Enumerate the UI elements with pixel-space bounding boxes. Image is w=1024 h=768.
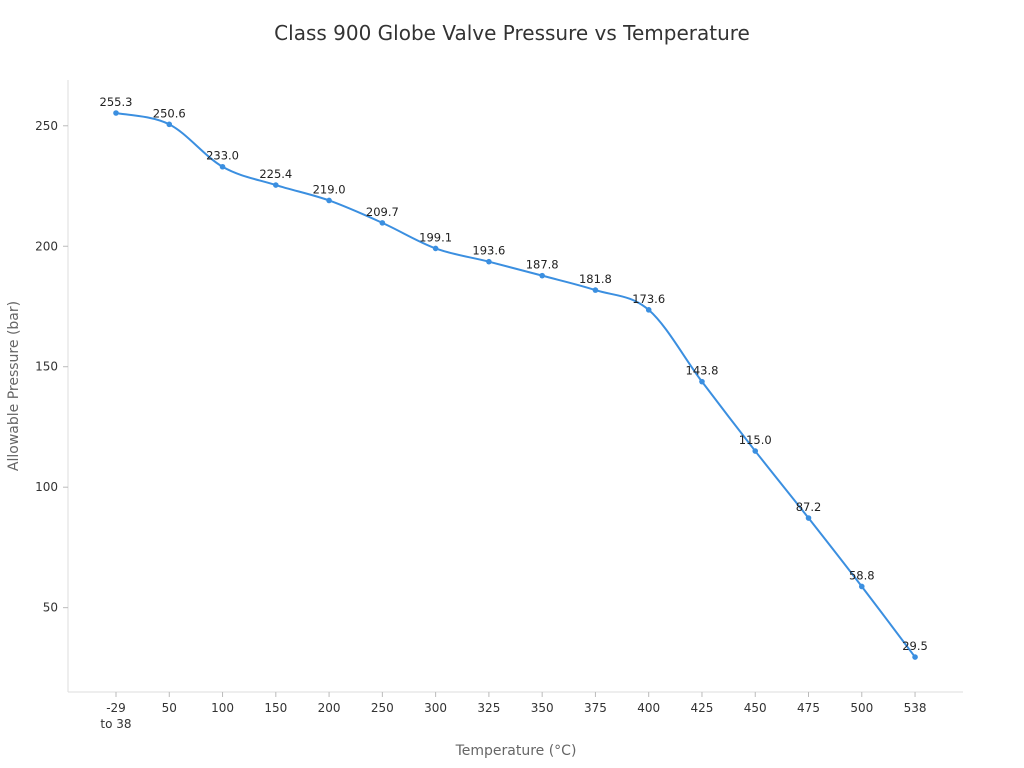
data-label: 219.0 bbox=[313, 182, 346, 196]
data-point bbox=[273, 182, 279, 188]
x-tick-label: 425 bbox=[691, 701, 714, 715]
data-point bbox=[113, 110, 119, 116]
data-label: 250.6 bbox=[153, 106, 186, 120]
data-point bbox=[539, 272, 545, 279]
data-point bbox=[805, 515, 812, 521]
data-label: 29.5 bbox=[902, 639, 928, 653]
data-point bbox=[379, 220, 386, 226]
data-label: 225.4 bbox=[259, 167, 292, 181]
x-tick-label: 538 bbox=[904, 701, 927, 715]
data-label: 143.8 bbox=[686, 364, 719, 378]
data-label: 181.8 bbox=[579, 272, 612, 286]
x-tick-label: 250 bbox=[371, 701, 394, 715]
data-label: 187.8 bbox=[526, 258, 559, 272]
x-tick-label: 200 bbox=[318, 701, 341, 715]
chart-title: Class 900 Globe Valve Pressure vs Temper… bbox=[274, 21, 750, 45]
y-tick-label: 50 bbox=[43, 601, 58, 615]
x-tick-label: 300 bbox=[424, 701, 447, 715]
y-tick-label: 200 bbox=[35, 239, 58, 253]
data-point bbox=[858, 583, 865, 590]
data-label: 193.6 bbox=[472, 244, 505, 258]
data-label: 199.1 bbox=[419, 230, 452, 244]
data-label: 233.0 bbox=[206, 149, 239, 163]
x-axis-title: Temperature (°C) bbox=[455, 743, 577, 759]
y-tick-label: 150 bbox=[35, 360, 58, 374]
data-point bbox=[219, 163, 226, 170]
x-tick-label: 500 bbox=[850, 701, 873, 715]
y-axis-title: Allowable Pressure (bar) bbox=[6, 301, 22, 471]
data-label: 255.3 bbox=[100, 95, 133, 109]
data-point bbox=[432, 245, 439, 252]
x-tick-label: 450 bbox=[744, 701, 767, 715]
data-point bbox=[752, 448, 759, 454]
x-tick-label: 50 bbox=[162, 701, 177, 715]
x-tick-label: 475 bbox=[797, 701, 820, 715]
data-point bbox=[645, 307, 652, 313]
x-tick-label: -29 to 38 bbox=[100, 701, 131, 731]
x-tick-label: 400 bbox=[637, 701, 660, 715]
data-label: 173.6 bbox=[632, 292, 665, 306]
x-tick-label: 325 bbox=[477, 701, 500, 715]
x-tick-label: 350 bbox=[531, 701, 554, 715]
x-tick-label: 375 bbox=[584, 701, 607, 715]
data-point bbox=[166, 121, 173, 128]
y-tick-label: 250 bbox=[35, 119, 58, 133]
data-point bbox=[486, 258, 492, 265]
data-label: 209.7 bbox=[366, 205, 399, 219]
data-point bbox=[699, 378, 705, 385]
series-line bbox=[115, 112, 916, 658]
data-label: 115.0 bbox=[739, 433, 772, 447]
data-label: 87.2 bbox=[796, 500, 822, 514]
data-label: 58.8 bbox=[849, 568, 875, 582]
x-tick-label: 100 bbox=[211, 701, 234, 715]
data-point bbox=[592, 287, 599, 293]
y-tick-label: 100 bbox=[35, 480, 58, 494]
x-tick-label: 150 bbox=[264, 701, 287, 715]
data-point bbox=[326, 197, 332, 204]
data-point bbox=[912, 654, 918, 660]
